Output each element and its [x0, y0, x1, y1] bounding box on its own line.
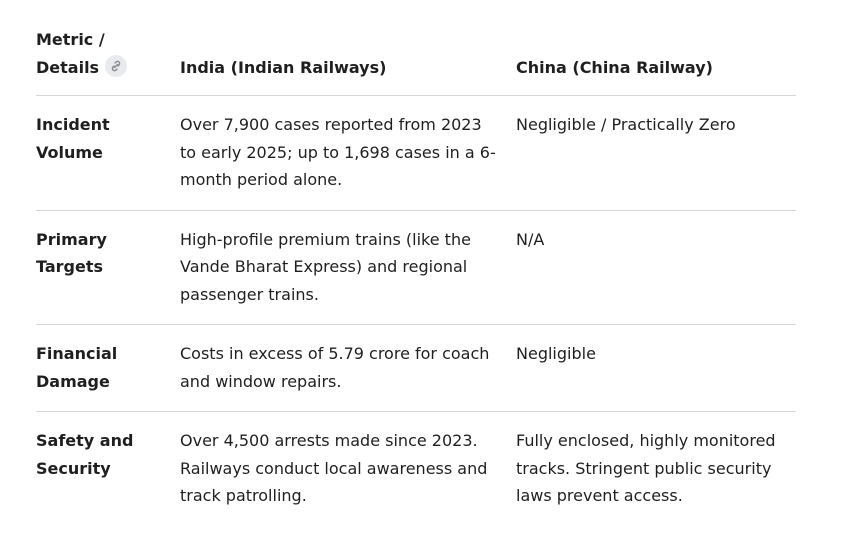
table-row: Financial Damage Costs in excess of 5.79 …: [36, 324, 796, 412]
header-text: Metric / Details: [36, 30, 105, 77]
link-icon[interactable]: [105, 55, 128, 77]
metric-cell: Safety and Security: [36, 411, 180, 526]
data-cell: Over 7,900 cases reported from 2023 to e…: [180, 95, 516, 210]
data-cell: Negligible / Practically Zero: [516, 95, 796, 210]
metric-cell: Incident Volume: [36, 95, 180, 210]
header-cell: Metric / Details: [36, 26, 180, 96]
header-text: China (China Railway): [516, 57, 713, 77]
metric-cell: Primary Targets: [36, 209, 180, 325]
data-cell: N/A: [516, 209, 796, 325]
header-text: India (Indian Railways): [180, 57, 387, 77]
data-cell: Fully enclosed, highly monitored tracks.…: [516, 411, 796, 526]
table-row: Safety and Security Over 4,500 arrests ma…: [36, 411, 796, 526]
data-cell: Costs in excess of 5.79 crore for coach …: [180, 324, 516, 412]
table-row: Primary Targets High-profile premium trai…: [36, 209, 796, 325]
header-row: Metric / Details India (Indian Railways) C…: [36, 26, 796, 96]
data-cell: Over 4,500 arrests made since 2023. Rail…: [180, 411, 516, 526]
table-body: Incident Volume Over 7,900 cases reported…: [36, 95, 796, 526]
table-row: Incident Volume Over 7,900 cases reported…: [36, 95, 796, 210]
data-cell: Negligible: [516, 324, 796, 412]
header-cell: China (China Railway): [516, 26, 796, 96]
header-cell: India (Indian Railways): [180, 26, 516, 96]
data-cell: High-profile premium trains (like the Va…: [180, 209, 516, 325]
comparison-table: Metric / Details India (Indian Railways) C…: [36, 26, 796, 526]
metric-cell: Financial Damage: [36, 324, 180, 412]
